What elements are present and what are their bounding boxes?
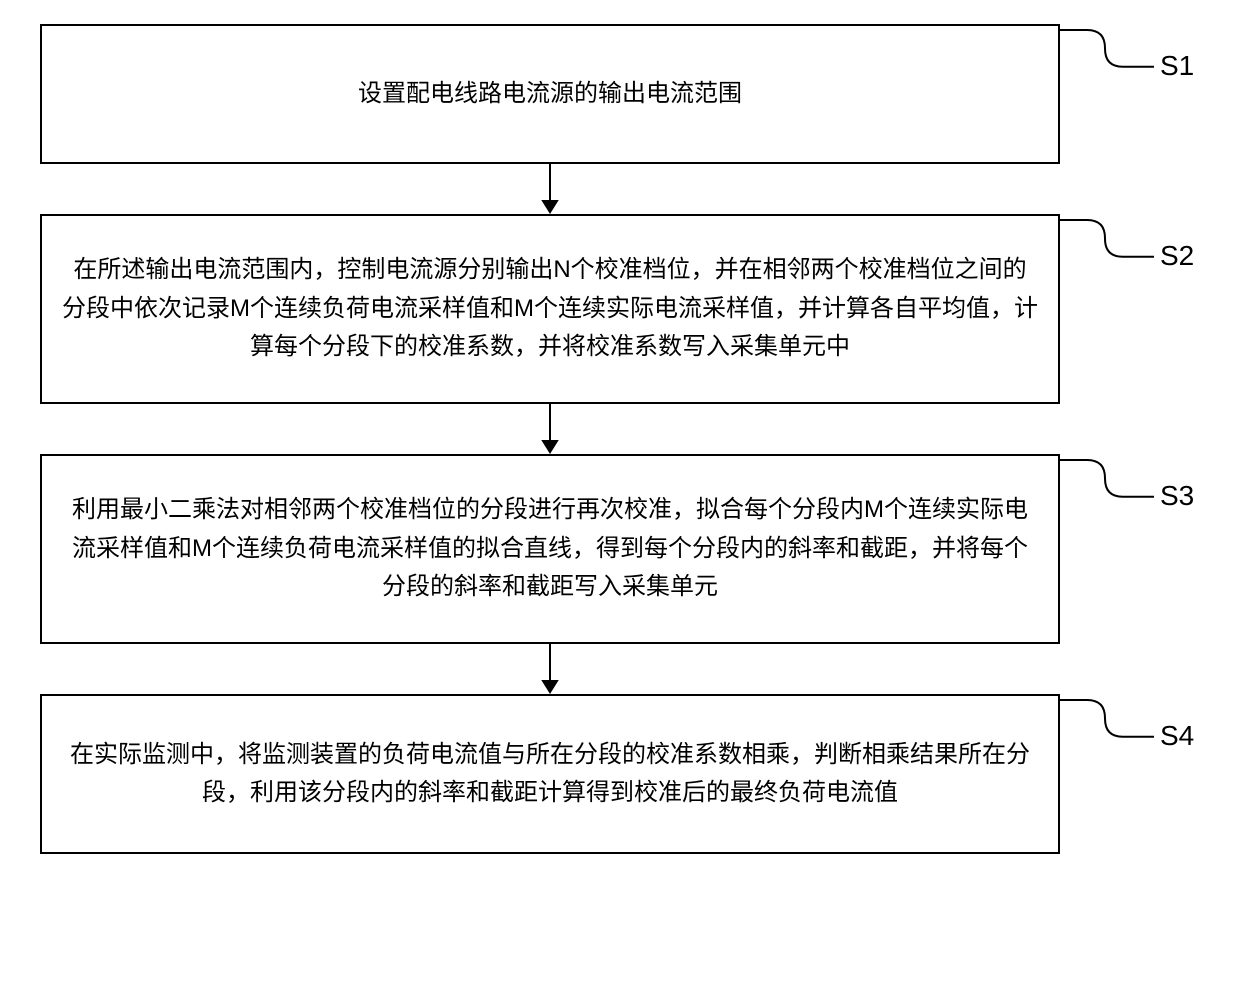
flowchart-container: 设置配电线路电流源的输出电流范围 S1 在所述输出电流范围内，控制电流源分别输出…: [0, 0, 1240, 998]
arrow-s1-s2: [530, 164, 570, 214]
step-label-s2: S2: [1160, 240, 1194, 272]
step-box-s3: 利用最小二乘法对相邻两个校准档位的分段进行再次校准，拟合每个分段内M个连续实际电…: [40, 454, 1060, 644]
bracket-s2: [1060, 214, 1160, 294]
step-text: 利用最小二乘法对相邻两个校准档位的分段进行再次校准，拟合每个分段内M个连续实际电…: [62, 491, 1038, 606]
step-box-s1: 设置配电线路电流源的输出电流范围: [40, 24, 1060, 164]
step-box-s2: 在所述输出电流范围内，控制电流源分别输出N个校准档位，并在相邻两个校准档位之间的…: [40, 214, 1060, 404]
step-label-s1: S1: [1160, 50, 1194, 82]
bracket-s4: [1060, 694, 1160, 774]
arrow-s2-s3: [530, 404, 570, 454]
step-label-s3: S3: [1160, 480, 1194, 512]
bracket-s3: [1060, 454, 1160, 534]
step-label-s4: S4: [1160, 720, 1194, 752]
bracket-s1: [1060, 24, 1160, 104]
arrow-s3-s4: [530, 644, 570, 694]
step-box-s4: 在实际监测中，将监测装置的负荷电流值与所在分段的校准系数相乘，判断相乘结果所在分…: [40, 694, 1060, 854]
step-text: 在实际监测中，将监测装置的负荷电流值与所在分段的校准系数相乘，判断相乘结果所在分…: [62, 736, 1038, 813]
step-text: 设置配电线路电流源的输出电流范围: [358, 75, 742, 113]
step-text: 在所述输出电流范围内，控制电流源分别输出N个校准档位，并在相邻两个校准档位之间的…: [62, 251, 1038, 366]
